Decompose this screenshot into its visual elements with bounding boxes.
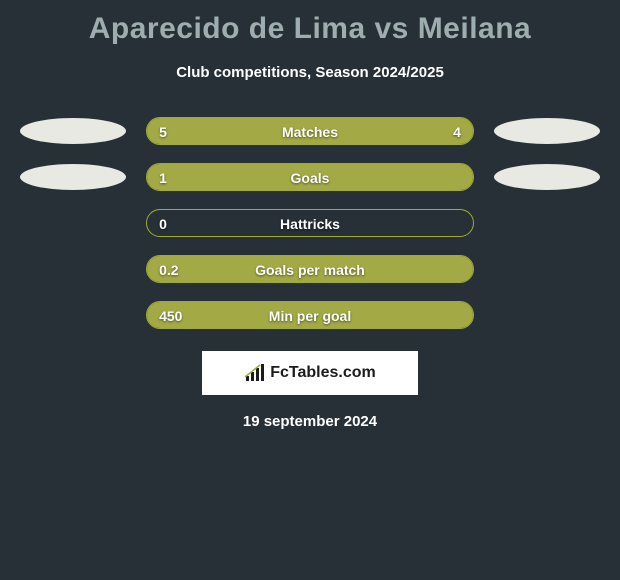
stats-rows: 54Matches 1Goals 0Hattricks 0.2Goals per ma… [0, 117, 620, 329]
player-chip-right [494, 118, 600, 144]
logo-chart-icon [244, 364, 266, 382]
footer-date: 19 september 2024 [0, 413, 620, 430]
logo-text: FcTables.com [270, 364, 376, 382]
stat-bar: 450Min per goal [146, 301, 474, 329]
stat-label: Min per goal [147, 302, 473, 329]
stat-bar: 0Hattricks [146, 209, 474, 237]
player-chip-left [20, 210, 126, 236]
player-chip-left [20, 118, 126, 144]
player-chip-right [494, 256, 600, 282]
stat-row: 450Min per goal [0, 301, 620, 329]
stat-bar: 54Matches [146, 117, 474, 145]
page-subtitle: Club competitions, Season 2024/2025 [0, 64, 620, 81]
page-title: Aparecido de Lima vs Meilana [0, 0, 620, 46]
stat-row: 0.2Goals per match [0, 255, 620, 283]
player-chip-right [494, 210, 600, 236]
stat-label: Goals [147, 164, 473, 191]
player-chip-left [20, 256, 126, 282]
stat-bar: 1Goals [146, 163, 474, 191]
player-chip-left [20, 164, 126, 190]
stat-row: 54Matches [0, 117, 620, 145]
stat-label: Matches [147, 118, 473, 145]
stat-label: Hattricks [147, 210, 473, 237]
player-chip-right [494, 164, 600, 190]
stat-row: 1Goals [0, 163, 620, 191]
stat-row: 0Hattricks [0, 209, 620, 237]
player-chip-right [494, 302, 600, 328]
stat-bar: 0.2Goals per match [146, 255, 474, 283]
player-chip-left [20, 302, 126, 328]
logo-box: FcTables.com [202, 351, 418, 395]
stat-label: Goals per match [147, 256, 473, 283]
